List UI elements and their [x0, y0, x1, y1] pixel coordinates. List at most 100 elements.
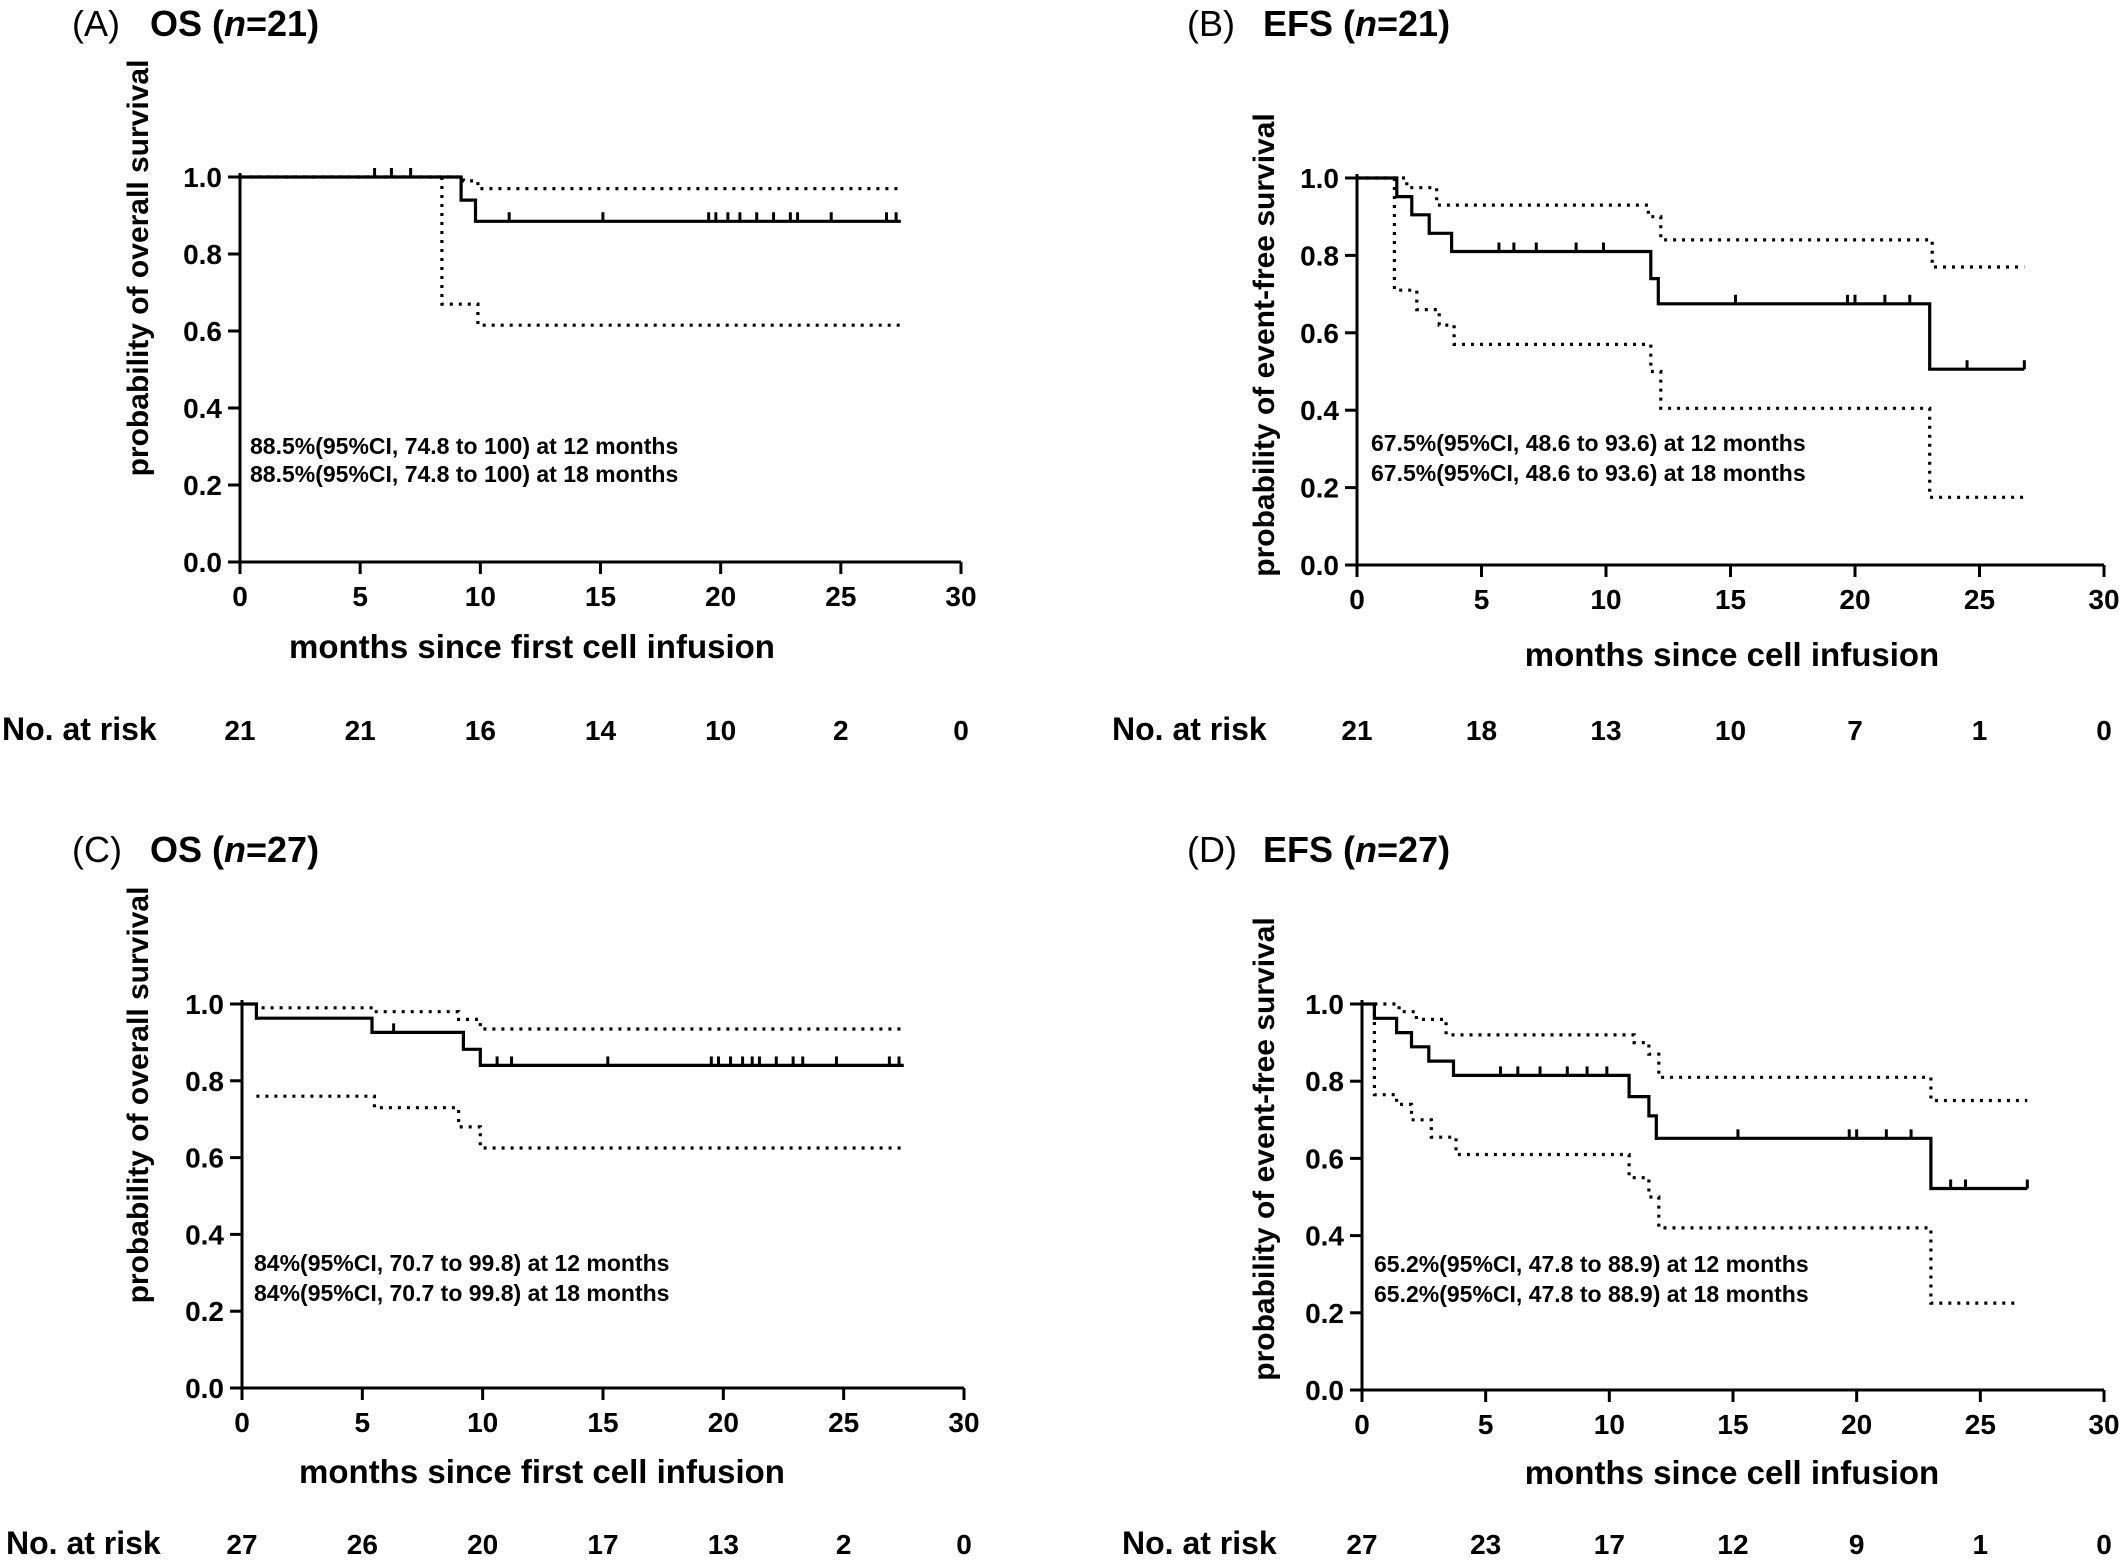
risk-table-label: No. at risk: [1112, 711, 1267, 747]
risk-number: 21: [224, 715, 255, 746]
y-tick-label: 0.4: [1300, 395, 1339, 426]
panel-b: (B) EFS (n=21) probability of event-free…: [1064, 0, 2128, 782]
annotation-12-months: 67.5%(95%CI, 48.6 to 93.6) at 12 months: [1371, 430, 1806, 456]
y-axis-label: probability of event-free survival: [1248, 917, 1281, 1380]
y-axis-label: probability of overall survival: [122, 60, 155, 477]
risk-numbers: 27 23 17 12 9 1 0: [1346, 1529, 2111, 1560]
panel-letter: (D): [1187, 829, 1237, 870]
risk-number: 10: [1715, 715, 1746, 746]
y-tick-label: 0.2: [1305, 1298, 1344, 1329]
y-tick-labels: 0.0 0.2 0.4 0.6 0.8 1.0: [183, 162, 222, 578]
x-tick-label: 15: [587, 1407, 618, 1438]
x-tick-label: 30: [945, 581, 976, 612]
y-tick-label: 0.4: [1305, 1221, 1344, 1252]
risk-number: 12: [1717, 1529, 1748, 1560]
km-chart-d: (D) EFS (n=27) probability of event-free…: [1122, 829, 2120, 1561]
y-tick-label: 0.0: [1305, 1375, 1344, 1406]
panel-title: OS (n=27): [150, 829, 319, 870]
x-tick-label: 10: [465, 581, 496, 612]
ci-lower-line: [440, 177, 901, 327]
panel-title: EFS (n=21): [1263, 3, 1450, 44]
x-axis-label: months since cell infusion: [1525, 1454, 1939, 1491]
y-tick-label: 0.0: [1300, 550, 1339, 581]
risk-number: 18: [1466, 715, 1497, 746]
panel-title: OS (n=21): [150, 3, 319, 44]
x-tick-label: 15: [1717, 1409, 1748, 1440]
risk-number: 21: [345, 715, 376, 746]
y-tick-labels: 0.0 0.2 0.4 0.6 0.8 1.0: [1300, 163, 1339, 581]
x-tick-label: 15: [585, 581, 616, 612]
y-tick-labels: 0.0 0.2 0.4 0.6 0.8 1.0: [185, 989, 224, 1404]
risk-numbers: 21 21 16 14 10 2 0: [224, 715, 968, 746]
survival-curve: [1357, 176, 2025, 371]
x-tick-label: 30: [2088, 1409, 2119, 1440]
risk-number: 0: [953, 715, 969, 746]
x-tick-label: 5: [352, 581, 368, 612]
annotation-12-months: 88.5%(95%CI, 74.8 to 100) at 12 months: [250, 433, 678, 459]
risk-number: 27: [226, 1529, 257, 1560]
risk-number: 26: [347, 1529, 378, 1560]
y-tick-label: 1.0: [1305, 989, 1344, 1020]
ci-upper-line: [254, 1004, 904, 1031]
x-tick-label: 30: [2088, 584, 2119, 615]
x-tick-label: 10: [467, 1407, 498, 1438]
y-tick-label: 1.0: [183, 162, 222, 193]
panel-letter: (A): [72, 3, 120, 44]
risk-number: 21: [1341, 715, 1372, 746]
x-tick-labels: 0 5 10 15 20 25 30: [234, 1407, 979, 1438]
y-tick-label: 0.4: [183, 393, 222, 424]
y-tick-label: 0.6: [183, 316, 222, 347]
x-tick-label: 0: [1354, 1409, 1370, 1440]
ci-upper-line: [1374, 1002, 2028, 1103]
ci-upper-line: [240, 175, 901, 191]
panel-letter: (C): [72, 829, 122, 870]
risk-number: 0: [956, 1529, 972, 1560]
x-tick-label: 0: [1349, 584, 1365, 615]
y-tick-label: 1.0: [1300, 163, 1339, 194]
x-tick-labels: 0 5 10 15 20 25 30: [232, 581, 976, 612]
panel-letter: (B): [1187, 3, 1235, 44]
x-tick-label: 5: [355, 1407, 371, 1438]
y-tick-label: 0.6: [185, 1143, 224, 1174]
panel-c: (C) OS (n=27) probability of overall sur…: [0, 782, 1064, 1564]
risk-number: 10: [705, 715, 736, 746]
ci-upper-line: [1357, 176, 2025, 269]
y-tick-labels: 0.0 0.2 0.4 0.6 0.8 1.0: [1305, 989, 1344, 1406]
panel-title: EFS (n=27): [1263, 829, 1450, 870]
risk-number: 16: [465, 715, 496, 746]
y-tick-label: 1.0: [185, 989, 224, 1020]
x-tick-label: 20: [1841, 1409, 1872, 1440]
y-axis-label: probability of event-free survival: [1248, 113, 1281, 576]
y-tick-label: 0.2: [185, 1296, 224, 1327]
x-tick-label: 5: [1478, 1409, 1494, 1440]
risk-number: 14: [585, 715, 617, 746]
x-tick-label: 30: [948, 1407, 979, 1438]
annotation-18-months: 88.5%(95%CI, 74.8 to 100) at 18 months: [250, 461, 678, 487]
x-tick-label: 25: [1965, 1409, 1996, 1440]
y-tick-label: 0.8: [185, 1066, 224, 1097]
risk-table-label: No. at risk: [2, 711, 157, 747]
panel-a: (A) OS (n=21) probability of overall sur…: [0, 0, 1064, 782]
x-tick-label: 20: [708, 1407, 739, 1438]
x-tick-label: 5: [1474, 584, 1490, 615]
risk-number: 23: [1470, 1529, 1501, 1560]
risk-numbers: 21 18 13 10 7 1 0: [1341, 715, 2111, 746]
x-tick-label: 20: [1839, 584, 1870, 615]
x-axis-label: months since cell infusion: [1525, 636, 1939, 673]
plot-area: [228, 168, 963, 574]
plot-area: [1345, 174, 2106, 577]
x-tick-label: 25: [828, 1407, 859, 1438]
ci-lower-line: [256, 1094, 904, 1150]
plot-area: [230, 1000, 966, 1400]
risk-number: 20: [467, 1529, 498, 1560]
y-tick-label: 0.6: [1305, 1143, 1344, 1174]
y-tick-label: 0.8: [1305, 1066, 1344, 1097]
risk-number: 0: [2096, 1529, 2112, 1560]
risk-number: 2: [833, 715, 849, 746]
km-chart-a: (A) OS (n=21) probability of overall sur…: [2, 3, 977, 747]
ci-lower-line: [1392, 178, 2025, 499]
x-tick-label: 0: [232, 581, 248, 612]
x-tick-labels: 0 5 10 15 20 25 30: [1349, 584, 2119, 615]
risk-number: 2: [836, 1529, 852, 1560]
y-tick-label: 0.6: [1300, 318, 1339, 349]
